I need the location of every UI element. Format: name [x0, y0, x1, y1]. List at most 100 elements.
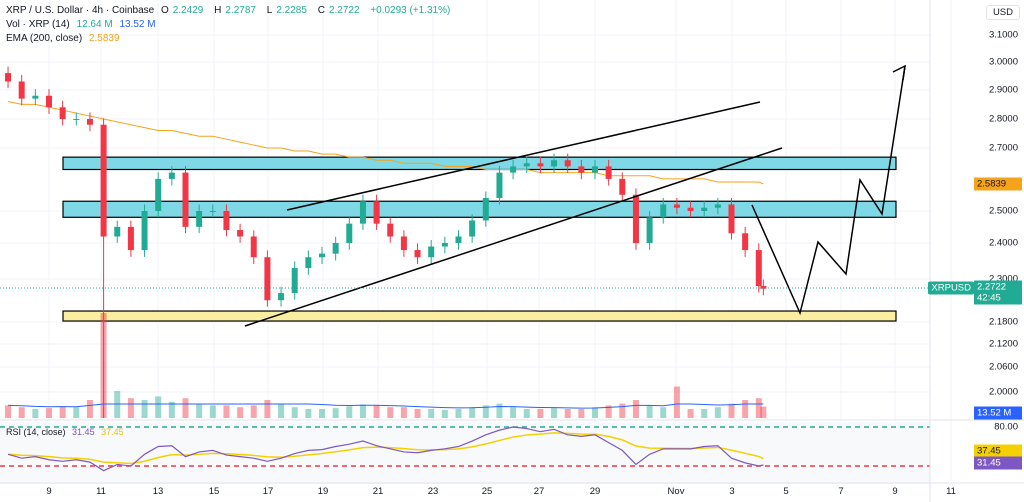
candle[interactable] [701, 207, 708, 211]
candle[interactable] [605, 166, 612, 179]
projection-path[interactable] [751, 65, 906, 316]
volume-bar [332, 408, 339, 418]
blue-zone[interactable] [62, 156, 897, 171]
volume-bar [414, 409, 421, 418]
candle[interactable] [319, 253, 325, 258]
candle[interactable] [469, 220, 476, 237]
candle[interactable] [755, 250, 762, 287]
volume-bar [291, 407, 298, 418]
candle[interactable] [209, 211, 216, 212]
volume-bar [646, 405, 653, 418]
candle[interactable] [73, 119, 80, 120]
volume-bar [46, 408, 52, 418]
price-tick: 2.4000 [988, 237, 1018, 249]
candle[interactable] [660, 204, 667, 218]
candle[interactable] [141, 211, 148, 251]
candle[interactable] [414, 250, 421, 258]
candle[interactable] [196, 211, 203, 227]
volume-bar [441, 409, 448, 418]
candle[interactable] [728, 204, 735, 234]
volume-bar [714, 407, 721, 418]
candle[interactable] [359, 201, 366, 224]
candle[interactable] [714, 204, 721, 208]
volume-bar [237, 407, 244, 418]
candle[interactable] [578, 166, 585, 173]
volume-bar [510, 407, 517, 418]
candle[interactable] [346, 223, 353, 243]
candle[interactable] [760, 286, 767, 289]
candle[interactable] [305, 257, 312, 269]
candle[interactable] [742, 233, 749, 251]
last-price-tag: 2.2722 [974, 280, 1022, 294]
candle[interactable] [373, 201, 380, 224]
volume-bar [605, 405, 612, 418]
candle[interactable] [155, 178, 162, 211]
date-tick: 5 [783, 486, 789, 497]
candle[interactable] [5, 73, 12, 82]
candle[interactable] [100, 124, 107, 237]
candle[interactable] [182, 172, 189, 227]
rsi-ma-value: 37.45 [101, 427, 124, 437]
volume-bar [278, 403, 285, 418]
candle[interactable] [592, 166, 598, 173]
projection-arrowhead [892, 64, 906, 81]
candle[interactable] [482, 198, 489, 221]
candle[interactable] [332, 243, 339, 254]
price-tick: 2.1800 [988, 316, 1018, 328]
candle[interactable] [496, 172, 503, 199]
candle[interactable] [237, 230, 244, 237]
candle[interactable] [127, 226, 134, 251]
candle[interactable] [59, 107, 66, 119]
lower-trendline[interactable] [244, 147, 783, 327]
candle[interactable] [619, 178, 626, 195]
volume-bar [523, 409, 530, 418]
date-tick: 7 [838, 486, 844, 497]
rsi-label: RSI (14, close) [6, 427, 66, 437]
candle[interactable] [455, 236, 462, 243]
blue-zone[interactable] [62, 200, 897, 218]
candle[interactable] [278, 293, 285, 301]
candle[interactable] [510, 166, 517, 173]
candle[interactable] [223, 211, 230, 231]
volume-bar [168, 401, 175, 418]
volume-ma-line [8, 403, 764, 409]
candle[interactable] [441, 243, 448, 247]
candle[interactable] [523, 163, 530, 167]
date-tick: 3 [729, 486, 735, 497]
price-tick: 2.1200 [988, 338, 1018, 350]
date-tick: 27 [533, 486, 545, 497]
volume-bar [359, 404, 366, 418]
candle[interactable] [86, 119, 93, 125]
upper-trendline[interactable] [286, 101, 761, 211]
candle[interactable] [387, 223, 394, 237]
open-label: O [161, 5, 169, 16]
candle[interactable] [537, 163, 544, 167]
candle[interactable] [673, 204, 680, 208]
candle[interactable] [551, 160, 558, 167]
date-tick: 13 [152, 486, 164, 497]
volume-bar [127, 398, 134, 418]
candle[interactable] [400, 236, 407, 251]
candle[interactable] [291, 268, 298, 294]
candle[interactable] [632, 194, 639, 243]
yellow-zone[interactable] [62, 310, 897, 322]
candle[interactable] [168, 172, 175, 179]
candle[interactable] [250, 236, 257, 258]
candle[interactable] [18, 81, 25, 99]
volume-ma-value: 13.52 M [119, 19, 156, 30]
candle[interactable] [264, 257, 271, 301]
candle[interactable] [687, 207, 694, 211]
currency-button[interactable]: USD [985, 5, 1020, 20]
candle[interactable] [114, 226, 121, 237]
candle[interactable] [646, 217, 653, 243]
volume-label: Vol · XRP (14) [6, 19, 70, 30]
candle[interactable] [428, 246, 435, 258]
candle[interactable] [32, 95, 39, 99]
volume-bar [564, 409, 571, 418]
volume-bar [319, 409, 325, 418]
candle[interactable] [46, 95, 52, 108]
candle[interactable] [564, 160, 571, 167]
date-tick: 11 [946, 486, 956, 497]
date-tick: 19 [317, 486, 329, 497]
